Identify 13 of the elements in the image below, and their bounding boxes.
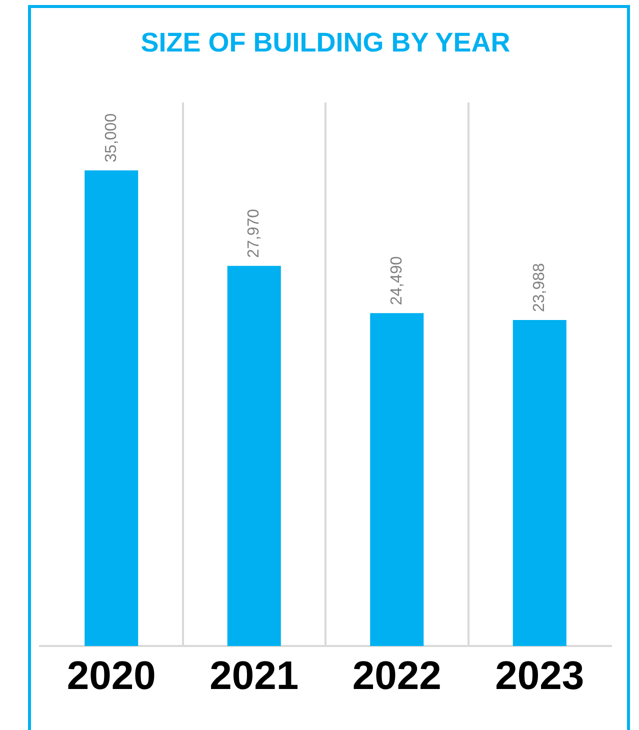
- data-label: 35,000: [102, 113, 120, 162]
- chart-title: SIZE OF BUILDING BY YEAR: [140, 28, 510, 58]
- data-label: 23,988: [531, 262, 548, 312]
- bar: [512, 320, 566, 646]
- data-label: 27,970: [246, 208, 263, 258]
- bar: [370, 313, 424, 646]
- x-tick-label: 2020: [66, 654, 156, 698]
- data-label: 24,490: [388, 256, 406, 306]
- bar: [227, 266, 281, 646]
- x-tick-label: 2023: [495, 654, 584, 698]
- x-tick-label: 2021: [210, 654, 299, 698]
- bar: [84, 170, 138, 646]
- x-tick-label: 2022: [352, 654, 442, 698]
